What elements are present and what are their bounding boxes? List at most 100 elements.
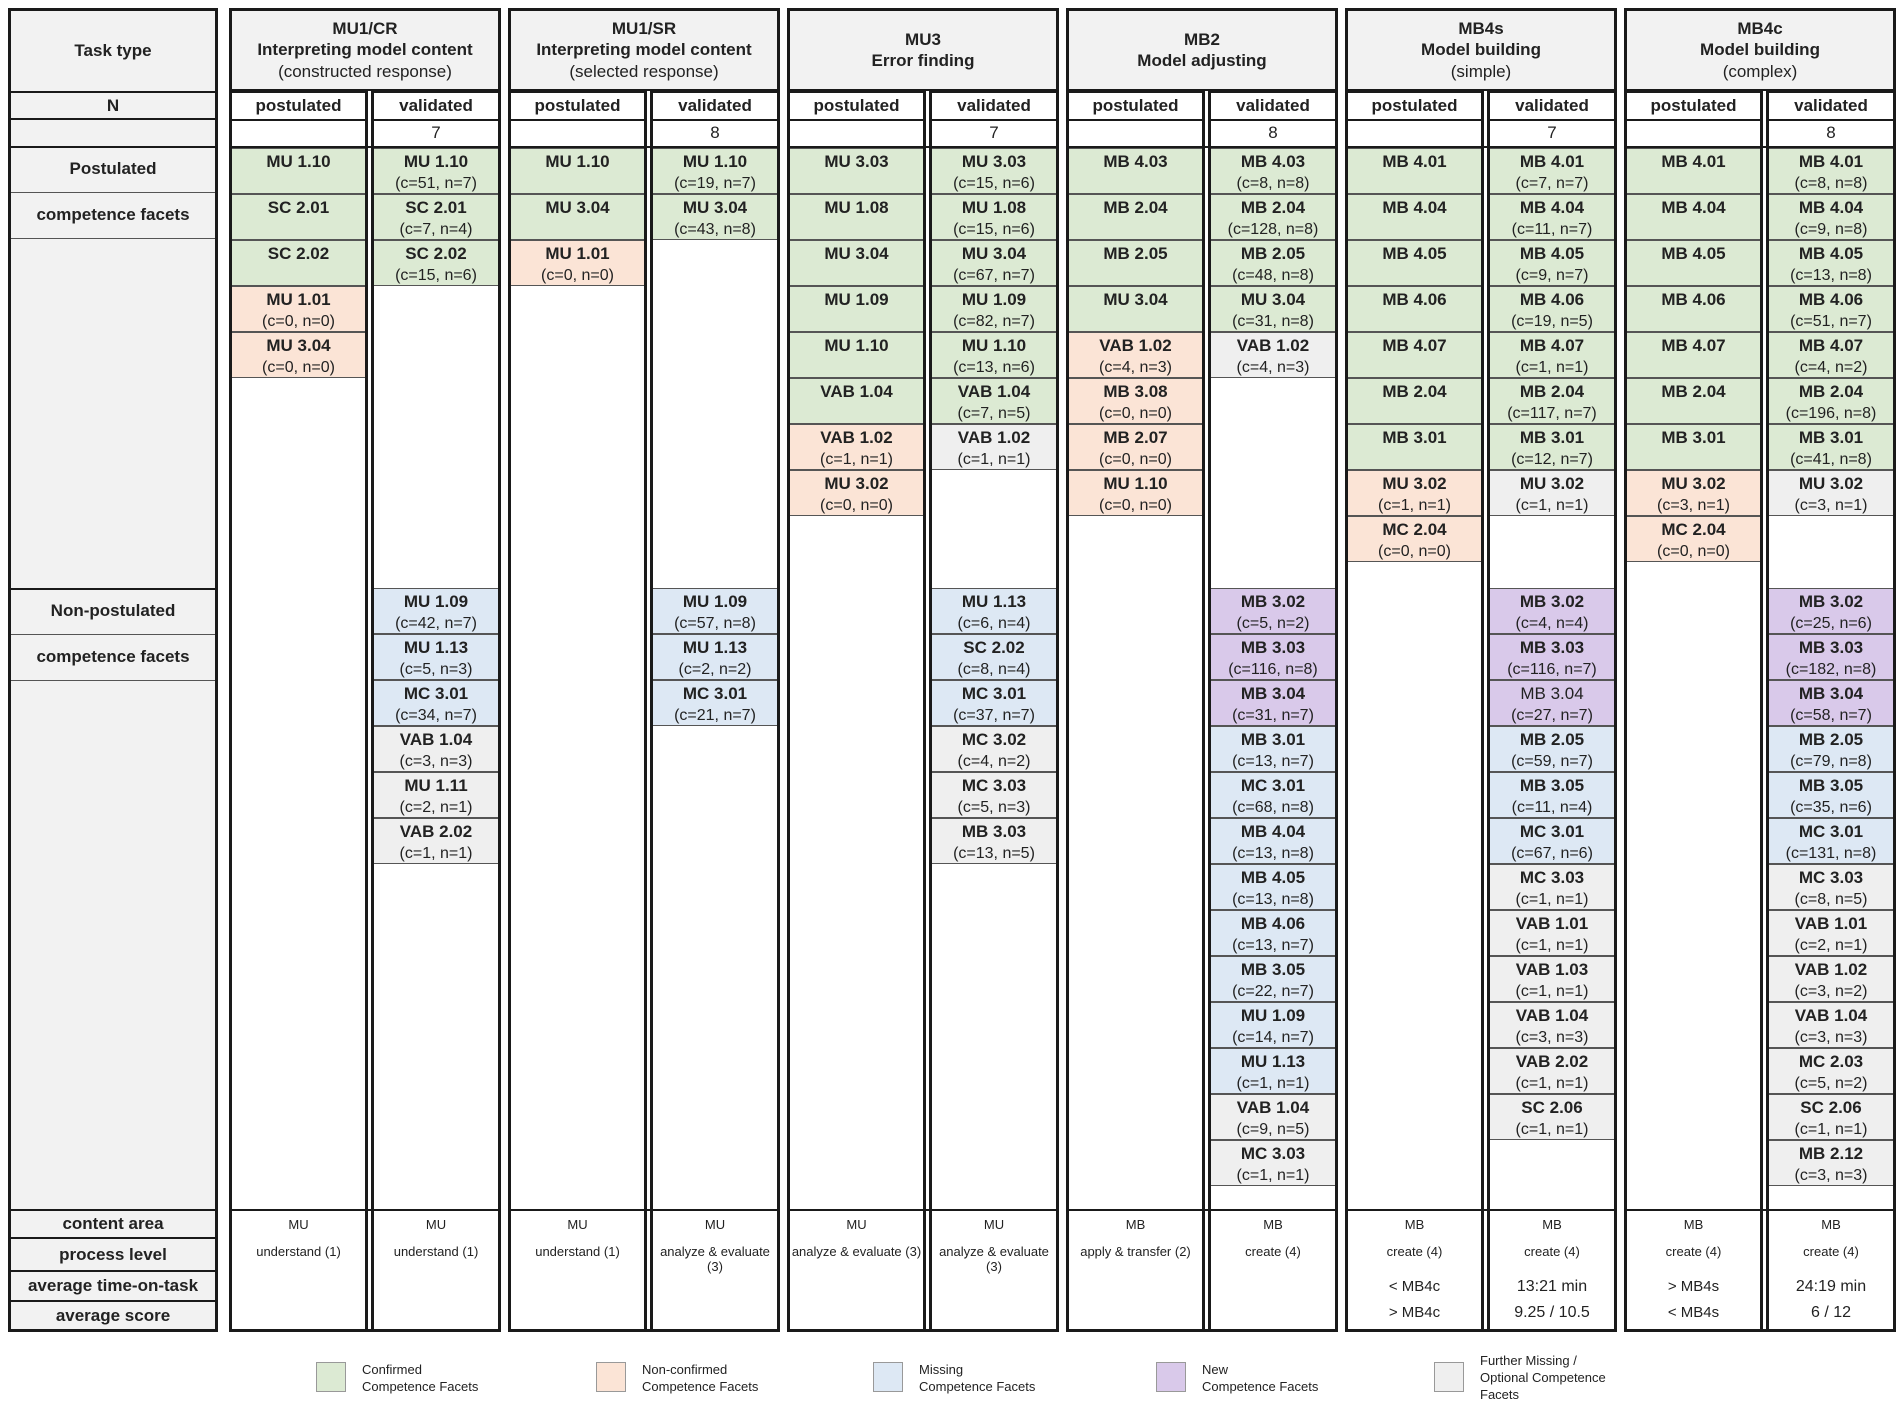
facet-code: MU 3.02 xyxy=(824,474,889,493)
facet-cell: MC 3.03 (c=1, n=1) xyxy=(1490,864,1614,910)
facet-counts: (c=31, n=8) xyxy=(1232,313,1314,330)
facet-counts: (c=48, n=8) xyxy=(1232,267,1314,284)
facet-cell: MC 3.01 (c=37, n=7) xyxy=(932,680,1056,726)
facet-cell: MB 2.05 xyxy=(1069,240,1202,286)
task-subtitle: (simple) xyxy=(1450,61,1512,81)
facet-cell: MB 4.06 xyxy=(1348,286,1481,332)
legend-label-line: Optional Competence xyxy=(1480,1370,1606,1385)
process-level-value: create (4) xyxy=(1524,1244,1580,1259)
meta-divider xyxy=(1348,1209,1614,1211)
facet-code: VAB 1.02 xyxy=(957,428,1031,447)
facet-cell: MU 1.10 (c=51, n=7) xyxy=(374,148,498,194)
content-area-value: MU xyxy=(288,1217,309,1232)
facet-counts: (c=0, n=0) xyxy=(541,267,614,284)
facet-cell: VAB 2.02 (c=1, n=1) xyxy=(374,818,498,864)
facet-cell: MU 1.10 (c=13, n=6) xyxy=(932,332,1056,378)
facet-code: MU 3.04 xyxy=(961,244,1027,263)
postulated-label: Postulated xyxy=(69,159,157,179)
facet-counts: (c=5, n=2) xyxy=(1794,1075,1868,1092)
facet-cell: MB 4.07 xyxy=(1348,332,1481,378)
facet-counts: (c=13, n=5) xyxy=(953,845,1035,862)
label-row-divider xyxy=(11,1237,215,1239)
facet-counts: (c=5, n=3) xyxy=(399,661,473,678)
facet-counts: (c=0, n=0) xyxy=(262,313,335,330)
facet-cell: MU 3.03 xyxy=(790,148,923,194)
content-area-value: MU xyxy=(567,1217,588,1232)
task-code: MB4c xyxy=(1737,19,1783,39)
facet-counts: (c=15, n=6) xyxy=(395,267,477,284)
facet-code: MB 3.02 xyxy=(1240,592,1306,611)
facet-code: MB 3.03 xyxy=(1798,638,1864,657)
facet-cell: MU 3.03 (c=15, n=6) xyxy=(932,148,1056,194)
facet-counts: (c=14, n=7) xyxy=(1232,1029,1314,1046)
facet-code: MB 4.07 xyxy=(1661,336,1726,355)
facet-cell: MB 3.05 (c=11, n=4) xyxy=(1490,772,1614,818)
n-value: 7 xyxy=(1490,123,1614,145)
facet-cell: VAB 1.02 (c=1, n=1) xyxy=(790,424,923,470)
facet-cell: MB 4.01 xyxy=(1627,148,1760,194)
process-level-value: understand (1) xyxy=(256,1244,341,1259)
facet-counts: (c=7, n=4) xyxy=(399,221,473,238)
facet-cell: MB 4.01 (c=7, n=7) xyxy=(1490,148,1614,194)
facet-code: MU 3.04 xyxy=(266,336,331,355)
facet-counts: (c=3, n=2) xyxy=(1794,983,1868,1000)
facet-code: MU 3.04 xyxy=(1240,290,1306,309)
facet-code: MB 4.05 xyxy=(1519,244,1585,263)
label-row-divider xyxy=(11,680,215,681)
facet-code: MU 1.11 xyxy=(404,776,468,795)
process-level-value: create (4) xyxy=(1386,1244,1443,1259)
facet-code: MU 3.04 xyxy=(682,198,748,217)
facet-code: MB 2.05 xyxy=(1519,730,1585,749)
facet-cell: VAB 1.04 xyxy=(790,378,923,424)
facet-code: MU 1.09 xyxy=(403,592,469,611)
avg-time-value: 24:19 min xyxy=(1795,1278,1867,1295)
facet-counts: (c=13, n=7) xyxy=(1232,753,1314,770)
facet-cell: MB 4.04 (c=13, n=8) xyxy=(1211,818,1335,864)
facet-cell: SC 2.02 (c=8, n=4) xyxy=(932,634,1056,680)
legend-label-line: Competence Facets xyxy=(642,1379,759,1394)
task-code: MB2 xyxy=(1184,29,1220,49)
facet-counts: (c=3, n=3) xyxy=(1794,1029,1868,1046)
legend-label-line: New xyxy=(1202,1362,1229,1377)
facet-code: MC 3.01 xyxy=(682,684,748,703)
facet-cell: MU 3.02 (c=0, n=0) xyxy=(790,470,923,516)
task-code: MU3 xyxy=(905,29,941,49)
facet-cell: MB 4.07 (c=4, n=2) xyxy=(1769,332,1893,378)
content-area-value: MU xyxy=(983,1217,1005,1232)
facet-code: MB 3.01 xyxy=(1519,428,1585,447)
process-level-value: apply & transfer (2) xyxy=(1080,1244,1191,1259)
facet-counts: (c=79, n=8) xyxy=(1790,753,1872,770)
postulated-subheader: postulated xyxy=(790,91,923,121)
facet-code: MB 4.07 xyxy=(1798,336,1864,355)
facet-cell: MC 3.03 (c=8, n=5) xyxy=(1769,864,1893,910)
facet-counts: (c=4, n=4) xyxy=(1515,615,1589,632)
facet-cell: MU 1.13 (c=6, n=4) xyxy=(932,588,1056,634)
facet-counts: (c=3, n=3) xyxy=(1794,1167,1868,1184)
facet-counts: (c=4, n=3) xyxy=(1099,359,1172,376)
facet-cell: MU 1.08 (c=15, n=6) xyxy=(932,194,1056,240)
facet-code: VAB 1.02 xyxy=(1794,960,1868,979)
facet-cell: MB 3.05 (c=22, n=7) xyxy=(1211,956,1335,1002)
facet-cell: MB 3.03 (c=182, n=8) xyxy=(1769,634,1893,680)
facet-cell: MU 1.09 (c=82, n=7) xyxy=(932,286,1056,332)
facet-code: MU 1.08 xyxy=(824,198,889,217)
facet-cell: MB 4.04 (c=9, n=8) xyxy=(1769,194,1893,240)
facet-code: MB 4.06 xyxy=(1240,914,1306,933)
facet-code: MU 3.02 xyxy=(1798,474,1864,493)
avg-time-value: < MB4c xyxy=(1388,1278,1441,1295)
column-divider xyxy=(371,91,374,1329)
legend-label: Further Missing / Optional Competence Face… xyxy=(1480,1352,1650,1403)
facet-counts: (c=21, n=7) xyxy=(674,707,756,724)
facet-cell: MU 3.04 (c=0, n=0) xyxy=(232,332,365,378)
facet-code: MU 1.10 xyxy=(545,152,610,171)
facet-code: MB 3.04 xyxy=(1240,684,1306,703)
facet-cell: MC 2.03 (c=5, n=2) xyxy=(1769,1048,1893,1094)
facet-cell: MB 4.04 xyxy=(1348,194,1481,240)
facet-counts: (c=116, n=8) xyxy=(1228,661,1318,678)
facet-counts: (c=25, n=6) xyxy=(1790,615,1872,632)
facet-counts: (c=51, n=7) xyxy=(1790,313,1872,330)
facet-cell: MC 3.02 (c=4, n=2) xyxy=(932,726,1056,772)
facet-code: MB 3.04 xyxy=(1798,684,1864,703)
facet-cell: MU 1.10 (c=19, n=7) xyxy=(653,148,777,194)
facet-code: SC 2.02 xyxy=(267,244,330,263)
